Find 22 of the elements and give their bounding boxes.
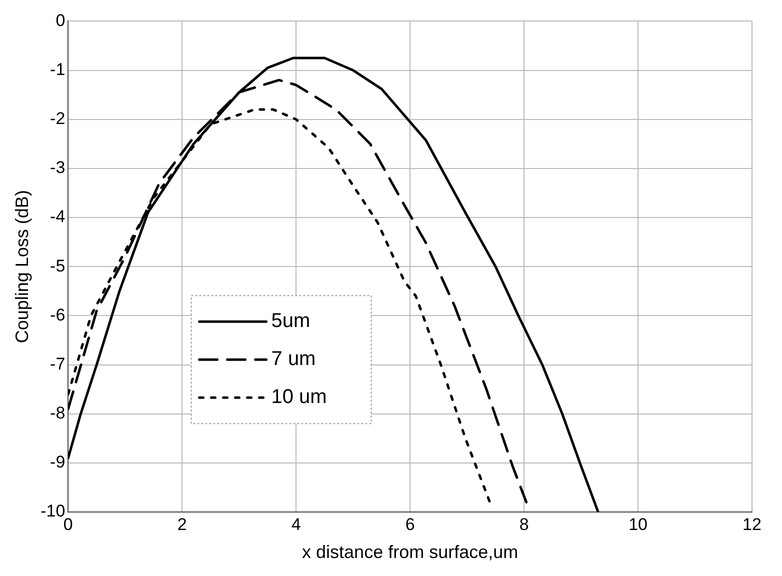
y-tick-label: -3	[50, 158, 66, 178]
x-tick-label: 12	[742, 514, 762, 534]
legend-label: 5um	[271, 310, 310, 332]
y-tick-label: -1	[50, 60, 66, 79]
x-tick-label: 10	[628, 514, 648, 534]
y-tick-label: -5	[50, 256, 66, 276]
legend-label: 10 um	[271, 386, 327, 408]
x-tick-label: 8	[519, 514, 529, 534]
legend-label: 7 um	[271, 348, 316, 370]
y-tick-label: -9	[50, 452, 66, 472]
x-tick-label: 4	[291, 514, 301, 534]
x-tick-label: 2	[177, 514, 187, 534]
x-tick-label: 6	[405, 514, 415, 534]
y-tick-label: -8	[50, 404, 66, 423]
y-tick-label: 0	[56, 10, 66, 30]
y-tick-label: -7	[50, 354, 66, 374]
y-tick-label: -4	[50, 207, 66, 226]
x-axis-title: x distance from surface,um	[302, 542, 518, 562]
y-axis-title: Coupling Loss (dB)	[12, 190, 32, 344]
y-tick-label: -6	[50, 305, 66, 324]
y-tick-label: -2	[50, 109, 66, 128]
y-tick-label: -10	[40, 502, 66, 521]
